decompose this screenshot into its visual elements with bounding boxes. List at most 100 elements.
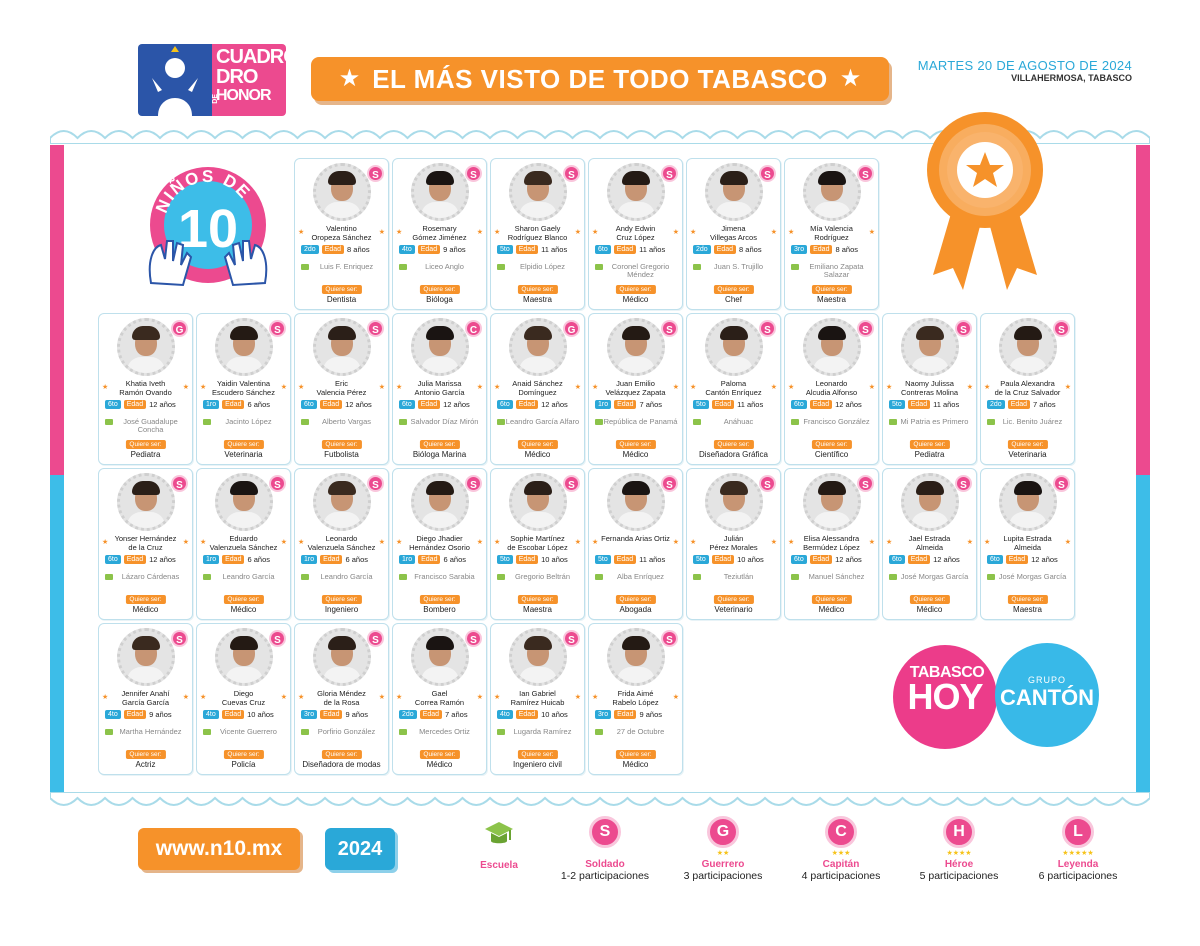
quiere-ser-label: Quiere ser:	[909, 440, 950, 449]
student-photo	[705, 163, 763, 221]
school-name: Lázaro Cárdenas	[121, 572, 180, 581]
rank-badge: S	[367, 165, 384, 182]
rank-stars: ★★	[716, 850, 730, 857]
school-name: Emiliano Zapata Salazar	[809, 262, 864, 279]
student-card: S ★ ★ Sharon Gaely Rodríguez Blanco 5to …	[490, 158, 585, 310]
student-name: Fernanda Arias Ortiz	[601, 534, 670, 543]
grade-age-row: 1ro Edad 6 años	[301, 555, 384, 564]
edad-label: Edad	[417, 400, 441, 409]
student-photo	[509, 628, 567, 686]
student-photo	[607, 473, 665, 531]
quiere-ser-label: Quiere ser:	[713, 285, 754, 294]
age-value: 12 años	[149, 400, 176, 409]
quiere-ser-label: Quiere ser:	[321, 285, 362, 294]
tabasco-hoy-big: HOY	[907, 676, 983, 717]
student-photo	[803, 318, 861, 376]
edad-label: Edad	[515, 555, 539, 564]
grade-age-row: 4to Edad 10 años	[203, 710, 286, 719]
star-icon: ★	[182, 384, 189, 391]
grade-badge: 1ro	[301, 555, 318, 564]
star-icon: ★	[396, 694, 403, 701]
star-icon: ★	[770, 539, 777, 546]
grade-badge: 6to	[399, 400, 415, 409]
graduation-cap-icon	[987, 419, 995, 425]
star-icon: ★	[984, 384, 991, 391]
star-icon: ★	[966, 384, 973, 391]
student-name: Anaid Sánchez Domínguez	[512, 379, 563, 397]
logo-child-silhouette	[138, 44, 212, 116]
grade-badge: 3ro	[595, 710, 612, 719]
age-value: 7 años	[445, 710, 468, 719]
career-value: Bióloga	[426, 295, 453, 304]
student-card: S ★ ★ Frida Aimé Rabelo López 3ro Edad 9…	[588, 623, 683, 775]
graduation-cap-icon	[791, 419, 799, 425]
rank-badge: S	[1053, 320, 1070, 337]
star-icon: ★	[592, 539, 599, 546]
school-name: Gregorio Beltrán	[514, 572, 571, 581]
career-value: Pediatra	[130, 450, 161, 459]
age-value: 6 años	[345, 555, 369, 564]
grade-age-row: 6to Edad 12 años	[105, 555, 188, 564]
tabasco-hoy-logo	[893, 645, 997, 749]
quiere-ser-label: Quiere ser:	[517, 285, 558, 294]
age-value: 12 años	[443, 400, 470, 409]
student-photo	[509, 163, 567, 221]
age-value: 12 años	[835, 400, 862, 409]
star-icon: ★	[592, 384, 599, 391]
age-value: 10 años	[247, 710, 274, 719]
student-photo	[705, 473, 763, 531]
rank-badge: S	[759, 320, 776, 337]
edad-label: Edad	[515, 710, 539, 719]
career-value: Maestra	[1013, 605, 1042, 614]
student-photo	[607, 318, 665, 376]
quiere-ser-label: Quiere ser:	[419, 750, 460, 759]
star-icon: ★	[298, 539, 305, 546]
grade-age-row: 5to Edad 11 años	[497, 245, 580, 254]
rank-badge: G	[563, 320, 580, 337]
graduation-cap-icon	[791, 264, 799, 270]
career-value: Policía	[231, 760, 256, 769]
student-name: Paloma Cantón Enríquez	[705, 379, 762, 397]
hands-icon	[148, 240, 268, 287]
age-value: 10 años	[541, 555, 568, 564]
star-icon: ★	[966, 539, 973, 546]
side-stripe	[50, 145, 64, 475]
student-name: Paula Alexandra de la Cruz Salvador	[994, 379, 1061, 397]
career-value: Científico	[814, 450, 849, 459]
school-name: Liceo Anglo	[425, 262, 464, 271]
student-card: S ★ ★ Eric Valencia Pérez 6to Edad 12 añ…	[294, 313, 389, 465]
rank-stars: ★★★★	[946, 850, 972, 857]
grade-badge: 5to	[497, 245, 513, 254]
graduation-cap-icon	[595, 729, 603, 735]
student-photo	[411, 163, 469, 221]
student-card: S ★ ★ Naomy Julissa Contreras Molina 5to…	[882, 313, 977, 465]
star-icon: ★	[200, 539, 207, 546]
career-value: Ingeniero	[324, 605, 359, 614]
student-name: Jennifer Anahí García García	[121, 689, 170, 707]
legend-school-label: Escuela	[480, 860, 518, 871]
grade-age-row: 5to Edad 11 años	[889, 400, 972, 409]
legend-label: Soldado	[585, 859, 625, 870]
school-name: Martha Hernández	[119, 727, 182, 736]
career-value: Maestra	[817, 295, 846, 304]
grade-badge: 6to	[301, 400, 317, 409]
student-photo	[901, 318, 959, 376]
student-card: S ★ ★ Rosemary Gómez Jiménez 4to Edad 9 …	[392, 158, 487, 310]
school-name: Lic. Benito Juárez	[1002, 417, 1063, 426]
career-value: Dentista	[326, 295, 357, 304]
graduation-cap-icon	[203, 574, 211, 580]
student-name: Leonardo Valenzuela Sánchez	[307, 534, 376, 552]
rank-badge: S	[563, 475, 580, 492]
legend-item: S Soldado 1-2 participaciones	[535, 816, 675, 882]
career-value: Veterinario	[714, 605, 753, 614]
student-name: Lupita Estrada Almeida	[1003, 534, 1052, 552]
student-photo	[215, 318, 273, 376]
quiere-ser-label: Quiere ser:	[517, 595, 558, 604]
website-link[interactable]: www.n10.mx	[138, 828, 300, 870]
graduation-cap-icon	[889, 419, 897, 425]
star-icon: ★	[672, 694, 679, 701]
career-value: Médico	[132, 605, 159, 614]
edad-label: Edad	[515, 245, 539, 254]
legend-sub: 3 participaciones	[683, 870, 763, 882]
student-card: S ★ ★ Andy Edwin Cruz López 6to Edad 11 …	[588, 158, 683, 310]
